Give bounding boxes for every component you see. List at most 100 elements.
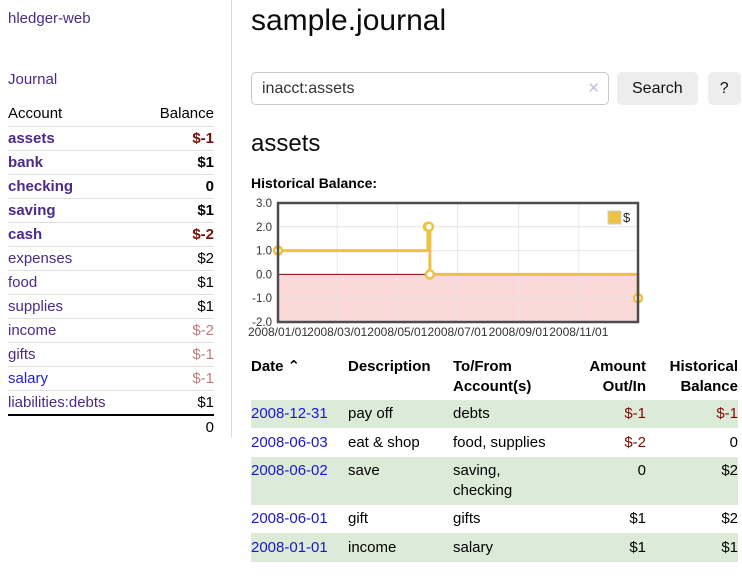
x-axis-tick-label: 2008/09/01 <box>489 325 549 339</box>
y-axis-tick-label: 2.0 <box>256 222 272 234</box>
main-content: sample.journal ✕ Search ? assets Histori… <box>232 0 742 562</box>
search-input[interactable] <box>251 72 609 105</box>
header-accounts[interactable]: To/From Account(s) <box>453 358 532 396</box>
account-balance: $1 <box>140 270 214 295</box>
transaction-description: eat & shop <box>348 433 420 451</box>
sidebar-account-gifts[interactable]: gifts <box>8 346 36 363</box>
legend-label: $ <box>623 210 631 225</box>
transaction-accounts: saving, checking <box>453 462 513 499</box>
account-row: cash $-2 <box>8 222 214 247</box>
transaction-date-link[interactable]: 2008-06-01 <box>251 510 328 527</box>
sidebar-account-supplies[interactable]: supplies <box>8 298 64 315</box>
x-axis-tick-label: 2008/11/01 <box>549 325 608 339</box>
x-axis-tick-label: 2008/01/01 <box>248 325 308 339</box>
account-row: saving $1 <box>8 198 214 223</box>
sidebar-account-expenses[interactable]: expenses <box>8 250 73 267</box>
transaction-balance: $2 <box>721 510 738 527</box>
app: hledger-web Journal Account Balance asse… <box>0 0 742 562</box>
sidebar-account-liabilities-debts[interactable]: liabilities:debts <box>8 394 106 411</box>
accounts-table: Account Balance assets $-1 bank $1 checking 0… <box>8 102 214 439</box>
account-balance: $1 <box>140 150 214 175</box>
y-axis-tick-label: -2.0 <box>252 317 272 329</box>
sidebar-account-saving[interactable]: saving <box>8 202 56 219</box>
accounts-header-balance: Balance <box>159 105 214 122</box>
transaction-description: pay off <box>348 405 393 422</box>
account-balance: 0 <box>140 174 214 199</box>
transaction-date-cell: 2008-06-01 <box>251 505 348 534</box>
help-button[interactable]: ? <box>707 72 741 105</box>
y-axis-tick-label: 1.0 <box>256 246 272 258</box>
transaction-date-link[interactable]: 2008-06-02 <box>251 462 328 479</box>
account-row: liabilities:debts $1 <box>8 390 214 415</box>
header-description[interactable]: Description <box>348 358 431 375</box>
sidebar-account-cash[interactable]: cash <box>8 226 43 243</box>
sidebar-account-salary[interactable]: salary <box>8 370 49 387</box>
historical-balance-chart[interactable]: 3.0 2.0 1.0 0.0 -1.0 -2.0 2008/01/01 2008/03/01… <box>248 198 742 340</box>
accounts-header-account: Account <box>8 105 63 122</box>
account-row: salary $-1 <box>8 366 214 391</box>
y-axis-tick-label: 3.0 <box>256 198 272 210</box>
x-axis-tick-label: 2008/07/01 <box>427 325 487 339</box>
account-balance: $-2 <box>140 222 214 247</box>
transaction-description: gift <box>348 510 369 527</box>
transaction-row[interactable]: 2008-12-31 pay off debts $-1 $-1 <box>251 399 738 428</box>
sidebar-account-checking[interactable]: checking <box>8 178 74 195</box>
transaction-row[interactable]: 2008-06-02 save saving, checking 0 $2 <box>251 456 738 505</box>
clear-search-icon[interactable]: ✕ <box>587 80 600 97</box>
sidebar-item-journal[interactable]: Journal <box>8 71 58 88</box>
x-axis-tick-label: 2008/05/01 <box>367 325 427 339</box>
transaction-description: save <box>348 462 380 479</box>
account-balance: $2 <box>140 246 214 271</box>
account-row: food $1 <box>8 270 214 295</box>
brand-link[interactable]: hledger-web <box>8 10 91 27</box>
x-axis-tick-label: 2008/03/01 <box>307 325 367 339</box>
sidebar-account-food[interactable]: food <box>8 274 38 291</box>
sort-ascending-icon: ⌃ <box>287 358 301 375</box>
y-axis-tick-label: 0.0 <box>256 269 272 281</box>
account-balance: $1 <box>140 294 214 319</box>
transaction-date-link[interactable]: 2008-01-01 <box>251 538 328 556</box>
transactions-table: Date ⌃ Description To/From Account(s) Amo… <box>251 355 738 562</box>
transactions-table-body: 2008-12-31 pay off debts $-1 $-1 2008-06-03 ea… <box>251 399 738 562</box>
account-balance: $1 <box>140 390 214 415</box>
header-amount[interactable]: Amount Out/In <box>589 358 646 396</box>
sidebar-account-assets[interactable]: assets <box>8 130 55 147</box>
transaction-amount: 0 <box>637 462 646 479</box>
transaction-balance: $-1 <box>716 405 738 422</box>
sidebar-account-income[interactable]: income <box>8 322 57 339</box>
search-button[interactable]: Search <box>617 72 698 105</box>
data-point-marker <box>423 221 435 233</box>
search-input-wrap: ✕ <box>251 72 609 105</box>
spacer <box>8 414 141 439</box>
legend-swatch <box>607 210 622 225</box>
transaction-date-link[interactable]: 2008-12-31 <box>251 405 328 422</box>
transaction-amount: $1 <box>629 510 646 527</box>
y-axis-tick-label: -1.0 <box>252 293 272 305</box>
plot-border <box>276 201 640 324</box>
transaction-date-link[interactable]: 2008-06-03 <box>251 433 328 451</box>
accounts-total-row: 0 <box>8 414 214 439</box>
transaction-accounts: food, supplies <box>453 433 546 451</box>
account-row: assets $-1 <box>8 126 214 151</box>
transaction-date-cell: 2008-06-03 <box>251 428 348 457</box>
transaction-balance: $2 <box>721 462 738 479</box>
transaction-row[interactable]: 2008-06-01 gift gifts $1 $2 <box>251 505 738 534</box>
chart-label: Historical Balance: <box>251 175 378 191</box>
header-balance[interactable]: Historical Balance <box>669 358 738 396</box>
transaction-row[interactable]: 2008-06-03 eat & shop food, supplies $-2 0 <box>251 428 738 457</box>
account-row: income $-2 <box>8 318 214 343</box>
transaction-date-cell: 2008-06-02 <box>251 457 348 505</box>
account-balance: $-2 <box>140 318 214 343</box>
transaction-accounts: debts <box>453 405 490 422</box>
accounts-table-body: assets $-1 bank $1 checking 0 saving $1 cash $-2 e… <box>8 126 214 415</box>
transaction-row[interactable]: 2008-01-01 income salary $1 $1 <box>251 533 738 562</box>
sidebar: hledger-web Journal Account Balance asse… <box>0 0 232 562</box>
sidebar-account-bank[interactable]: bank <box>8 154 44 171</box>
transaction-accounts: gifts <box>453 510 481 527</box>
search-form: ✕ Search ? <box>251 72 742 105</box>
header-date[interactable]: Date ⌃ <box>251 355 348 400</box>
transaction-description: income <box>348 538 397 556</box>
account-balance: $-1 <box>140 366 214 391</box>
account-balance: $1 <box>140 198 214 223</box>
